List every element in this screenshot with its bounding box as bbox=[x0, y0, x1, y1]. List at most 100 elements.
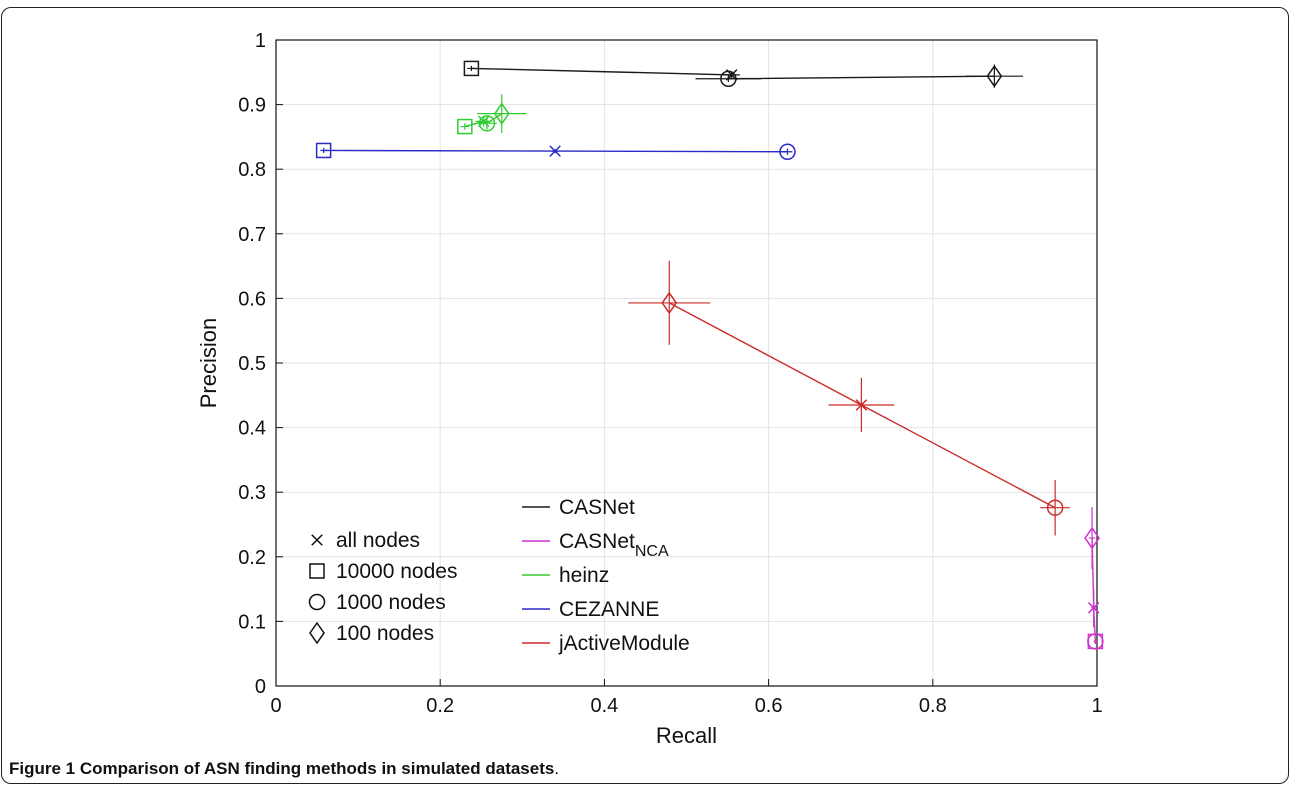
y-tick-label: 0.3 bbox=[238, 482, 266, 504]
marker-legend-item: 100 nodes bbox=[309, 621, 434, 645]
series-casnet-nca bbox=[1084, 507, 1104, 650]
series-legend-item: CASNetNCA bbox=[522, 530, 669, 560]
y-tick-label: 0.2 bbox=[238, 547, 266, 569]
error-bar bbox=[467, 65, 476, 72]
y-tick-label: 0.9 bbox=[238, 95, 266, 117]
error-bar bbox=[1093, 638, 1097, 645]
marker-legend-item: 10000 nodes bbox=[309, 560, 457, 583]
marker-legend-label: 100 nodes bbox=[336, 622, 434, 645]
series-heinz bbox=[457, 94, 527, 135]
diamond-marker bbox=[986, 64, 1003, 88]
marker-legend-item: 1000 nodes bbox=[308, 591, 446, 614]
caption-text: Comparison of ASN finding methods in sim… bbox=[79, 759, 555, 778]
x-tick-label: 0.2 bbox=[426, 695, 454, 717]
y-axis-title: Precision bbox=[196, 318, 221, 408]
caption-end: . bbox=[554, 759, 560, 778]
square-marker bbox=[457, 118, 473, 135]
circle-marker bbox=[720, 70, 737, 88]
series-casnet bbox=[463, 60, 1024, 88]
data-point-square bbox=[1087, 633, 1104, 650]
series-legend-label: jActiveModule bbox=[558, 632, 690, 655]
y-tick-label: 0.8 bbox=[238, 159, 266, 181]
series-legend-label: CASNet bbox=[559, 496, 635, 519]
series-legend-subscript: NCA bbox=[635, 543, 669, 560]
data-point-circle bbox=[477, 115, 497, 132]
data-point-diamond bbox=[477, 94, 527, 134]
series-cezanne bbox=[315, 142, 796, 161]
circle-marker bbox=[779, 143, 796, 161]
x-tick-label: 0.6 bbox=[755, 695, 783, 717]
data-point-diamond bbox=[965, 64, 1024, 88]
marker-legend-item: all nodes bbox=[311, 529, 420, 552]
legend-diamond-marker bbox=[309, 621, 325, 645]
x-tick-label: 0 bbox=[270, 695, 281, 717]
error-bar bbox=[1088, 507, 1096, 570]
x-axis: 0 0.2 0.4 0.6 0.8 1 bbox=[270, 679, 1103, 717]
series-legend-item: heinz bbox=[522, 564, 609, 587]
data-point-diamond bbox=[628, 260, 711, 345]
data-point-square bbox=[463, 60, 480, 77]
data-point-x bbox=[828, 377, 895, 433]
diamond-marker bbox=[661, 291, 678, 315]
series-legend-item: CASNet bbox=[522, 496, 635, 519]
error-bar bbox=[460, 123, 469, 130]
data-point-square bbox=[315, 142, 332, 159]
series-legend-label: heinz bbox=[559, 564, 609, 587]
y-tick-label: 0 bbox=[255, 676, 266, 698]
data-point-x bbox=[475, 115, 492, 128]
series-legend-label: CASNetNCA bbox=[559, 530, 669, 560]
data-point-x bbox=[549, 145, 561, 157]
y-tick-label: 0.7 bbox=[238, 224, 266, 246]
data-point-diamond bbox=[1084, 507, 1100, 570]
marker-legend-label: 10000 nodes bbox=[336, 560, 457, 583]
y-axis: 0 0.1 0.2 0.3 0.4 0.5 0.6 0.7 0.8 0.9 1 bbox=[238, 30, 283, 698]
x-marker bbox=[549, 145, 561, 157]
grid bbox=[275, 39, 1098, 687]
series-jactivemodule bbox=[628, 260, 1070, 536]
y-tick-label: 1 bbox=[255, 30, 266, 52]
figure-frame bbox=[1, 7, 1289, 784]
circle-marker bbox=[1046, 499, 1064, 516]
marker-legend-label: all nodes bbox=[336, 529, 420, 552]
error-bar bbox=[965, 64, 1024, 88]
y-tick-label: 0.1 bbox=[238, 611, 266, 633]
square-marker bbox=[315, 142, 332, 159]
data-point-circle bbox=[779, 143, 796, 161]
x-tick-label: 0.4 bbox=[590, 695, 618, 717]
square-marker bbox=[463, 60, 480, 77]
square-marker bbox=[1087, 633, 1104, 650]
error-bar bbox=[1040, 479, 1070, 536]
y-tick-label: 0.6 bbox=[238, 288, 266, 310]
data-point-square bbox=[457, 118, 473, 135]
legend-square-marker bbox=[309, 563, 325, 579]
marker-legend-label: 1000 nodes bbox=[336, 591, 446, 614]
diamond-marker bbox=[1084, 526, 1100, 550]
x-axis-title: Recall bbox=[656, 723, 717, 748]
legend-circle-marker bbox=[308, 593, 326, 611]
x-marker bbox=[855, 399, 868, 411]
error-bar bbox=[320, 147, 327, 154]
marker-legend: all nodes 10000 nodes 1000 nodes 100 nodes bbox=[308, 529, 457, 645]
figure-caption: Figure 1 Comparison of ASN finding metho… bbox=[9, 759, 559, 779]
x-tick-label: 1 bbox=[1091, 695, 1102, 717]
series-layer bbox=[315, 60, 1104, 650]
series-legend: CASNet CASNetNCA heinz CEZANNE jActiveModule bbox=[522, 496, 690, 655]
data-point-circle bbox=[695, 70, 762, 88]
series-legend-item: CEZANNE bbox=[522, 598, 659, 621]
y-tick-label: 0.4 bbox=[238, 418, 266, 440]
data-point-x bbox=[1087, 588, 1100, 628]
error-bar bbox=[628, 260, 711, 345]
series-legend-item: jActiveModule bbox=[522, 632, 690, 655]
legend-x-marker bbox=[311, 534, 323, 546]
diamond-marker bbox=[493, 102, 510, 125]
error-bar bbox=[477, 94, 527, 134]
circle-marker bbox=[478, 115, 496, 132]
x-marker bbox=[1087, 602, 1100, 614]
data-point-circle bbox=[1040, 479, 1070, 536]
error-bar bbox=[695, 75, 762, 82]
error-bar bbox=[477, 116, 497, 130]
x-tick-label: 0.8 bbox=[919, 695, 947, 717]
y-tick-label: 0.5 bbox=[238, 353, 266, 375]
error-bar bbox=[782, 148, 793, 155]
